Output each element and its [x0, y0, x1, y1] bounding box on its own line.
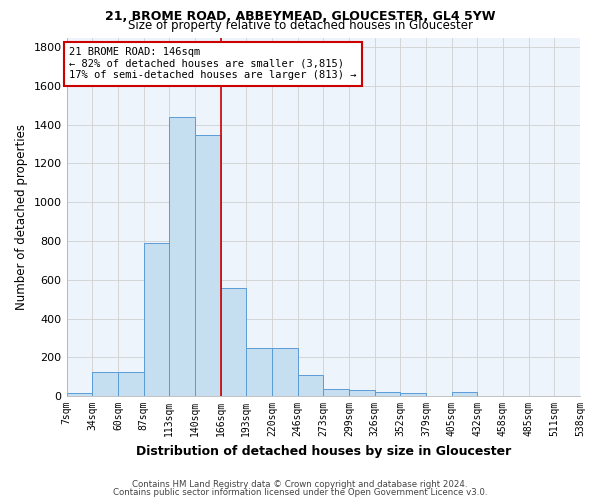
Text: Size of property relative to detached houses in Gloucester: Size of property relative to detached ho…: [128, 19, 473, 32]
Bar: [118, 372, 143, 396]
Bar: [298, 374, 323, 396]
Text: Contains public sector information licensed under the Open Government Licence v3: Contains public sector information licen…: [113, 488, 487, 497]
Bar: [67, 393, 92, 396]
Bar: [246, 348, 272, 396]
Text: 21 BROME ROAD: 146sqm
← 82% of detached houses are smaller (3,815)
17% of semi-d: 21 BROME ROAD: 146sqm ← 82% of detached …: [69, 47, 356, 80]
Bar: [195, 136, 221, 396]
Text: 21, BROME ROAD, ABBEYMEAD, GLOUCESTER, GL4 5YW: 21, BROME ROAD, ABBEYMEAD, GLOUCESTER, G…: [105, 10, 495, 23]
Bar: [400, 393, 426, 396]
Bar: [272, 348, 298, 396]
X-axis label: Distribution of detached houses by size in Gloucester: Distribution of detached houses by size …: [136, 444, 511, 458]
Bar: [92, 372, 118, 396]
Bar: [452, 392, 478, 396]
Text: Contains HM Land Registry data © Crown copyright and database right 2024.: Contains HM Land Registry data © Crown c…: [132, 480, 468, 489]
Bar: [323, 390, 349, 396]
Y-axis label: Number of detached properties: Number of detached properties: [15, 124, 28, 310]
Bar: [349, 390, 374, 396]
Bar: [169, 117, 195, 396]
Bar: [374, 392, 400, 396]
Bar: [143, 243, 169, 396]
Bar: [221, 288, 246, 396]
